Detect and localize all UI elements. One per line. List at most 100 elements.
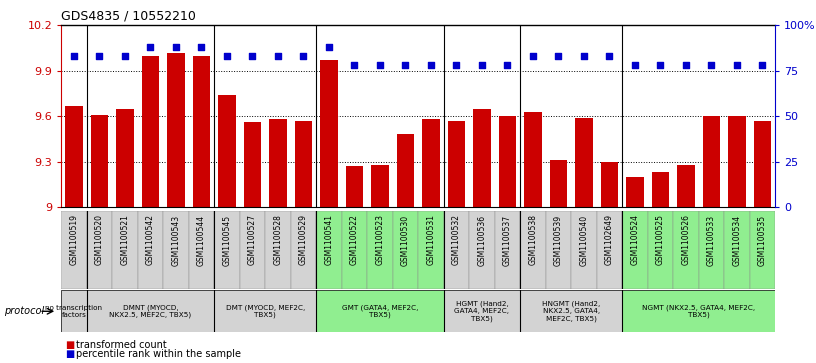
Bar <box>499 116 517 207</box>
Bar <box>673 211 698 289</box>
Bar <box>724 211 750 289</box>
Bar <box>86 211 112 289</box>
Bar <box>61 211 86 289</box>
Text: GDS4835 / 10552210: GDS4835 / 10552210 <box>61 10 196 23</box>
Text: GSM1100522: GSM1100522 <box>350 215 359 265</box>
Text: DMNT (MYOCD,
NKX2.5, MEF2C, TBX5): DMNT (MYOCD, NKX2.5, MEF2C, TBX5) <box>109 304 192 318</box>
Point <box>322 44 335 50</box>
Point <box>552 53 565 59</box>
Text: GSM1100530: GSM1100530 <box>401 215 410 266</box>
Bar <box>214 290 316 332</box>
Bar <box>703 116 721 207</box>
Text: GSM1100520: GSM1100520 <box>95 215 104 265</box>
Bar <box>163 211 188 289</box>
Bar <box>622 290 775 332</box>
Bar <box>524 111 542 207</box>
Point <box>170 44 183 50</box>
Bar <box>698 211 724 289</box>
Bar <box>444 211 469 289</box>
Bar <box>750 211 775 289</box>
Point <box>424 62 437 68</box>
Text: GSM1100536: GSM1100536 <box>477 215 486 266</box>
Bar <box>392 211 418 289</box>
Bar <box>316 290 444 332</box>
Bar <box>243 122 261 207</box>
Bar <box>116 109 134 207</box>
Bar <box>91 115 109 207</box>
Point <box>705 62 718 68</box>
Bar <box>65 106 83 207</box>
Point <box>348 62 361 68</box>
Text: ■: ■ <box>65 340 74 350</box>
Bar <box>596 211 622 289</box>
Bar <box>622 211 648 289</box>
Text: GSM1100535: GSM1100535 <box>758 215 767 266</box>
Bar <box>648 211 673 289</box>
Point <box>144 44 157 50</box>
Text: GSM1100523: GSM1100523 <box>375 215 384 265</box>
Point <box>68 53 81 59</box>
Bar <box>345 166 363 207</box>
Point <box>730 62 743 68</box>
Bar <box>265 211 290 289</box>
Bar <box>141 56 159 207</box>
Bar <box>418 211 444 289</box>
Bar <box>469 211 494 289</box>
Text: transformed count: transformed count <box>76 340 166 350</box>
Text: GSM1100537: GSM1100537 <box>503 215 512 266</box>
Point <box>399 62 412 68</box>
Bar <box>316 211 342 289</box>
Bar <box>397 134 415 207</box>
Point <box>476 62 489 68</box>
Bar <box>86 290 214 332</box>
Bar <box>601 162 619 207</box>
Text: GMT (GATA4, MEF2C,
TBX5): GMT (GATA4, MEF2C, TBX5) <box>342 304 418 318</box>
Text: GSM1100524: GSM1100524 <box>631 215 640 265</box>
Text: percentile rank within the sample: percentile rank within the sample <box>76 349 241 359</box>
Point <box>654 62 667 68</box>
Text: GSM1100526: GSM1100526 <box>681 215 690 265</box>
Text: GSM1100545: GSM1100545 <box>223 215 232 266</box>
Bar <box>447 121 465 207</box>
Point <box>246 53 259 59</box>
Point <box>374 62 387 68</box>
Text: GSM1100538: GSM1100538 <box>529 215 538 265</box>
Text: GSM1100542: GSM1100542 <box>146 215 155 265</box>
Point <box>756 62 769 68</box>
Text: GSM1102649: GSM1102649 <box>605 215 614 265</box>
Text: GSM1100543: GSM1100543 <box>171 215 180 266</box>
Text: protocol: protocol <box>4 306 44 316</box>
Text: GSM1100529: GSM1100529 <box>299 215 308 265</box>
Bar <box>112 211 138 289</box>
Bar <box>571 211 596 289</box>
Bar <box>494 211 520 289</box>
Point <box>272 53 285 59</box>
Bar <box>218 95 236 207</box>
Bar <box>342 211 367 289</box>
Bar <box>520 290 622 332</box>
Text: GSM1100544: GSM1100544 <box>197 215 206 266</box>
Text: GSM1100525: GSM1100525 <box>656 215 665 265</box>
Bar <box>320 60 338 207</box>
Bar <box>138 211 163 289</box>
Text: DMT (MYOCD, MEF2C,
TBX5): DMT (MYOCD, MEF2C, TBX5) <box>225 304 305 318</box>
Bar <box>367 211 392 289</box>
Point <box>297 53 310 59</box>
Text: ■: ■ <box>65 349 74 359</box>
Point <box>680 62 693 68</box>
Text: GSM1100540: GSM1100540 <box>579 215 588 266</box>
Text: GSM1100539: GSM1100539 <box>554 215 563 266</box>
Bar <box>167 53 185 207</box>
Text: GSM1100531: GSM1100531 <box>427 215 436 265</box>
Text: GSM1100528: GSM1100528 <box>273 215 282 265</box>
Bar <box>626 177 644 207</box>
Bar <box>290 211 316 289</box>
Bar <box>188 211 214 289</box>
Text: GSM1100541: GSM1100541 <box>325 215 334 265</box>
Point <box>578 53 591 59</box>
Point <box>118 53 131 59</box>
Bar <box>214 211 240 289</box>
Text: GSM1100533: GSM1100533 <box>707 215 716 266</box>
Point <box>628 62 641 68</box>
Text: no transcription
factors: no transcription factors <box>46 305 103 318</box>
